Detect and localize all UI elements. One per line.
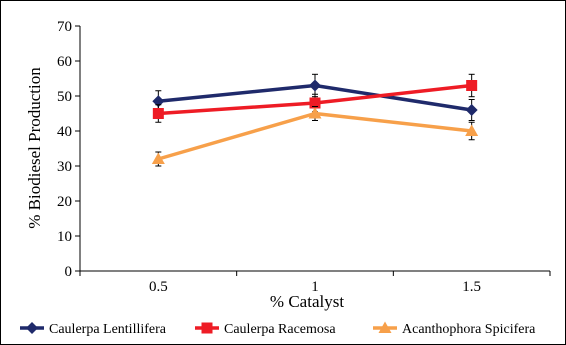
legend-label: Caulerpa Racemosa — [224, 322, 336, 337]
legend: Caulerpa Lentillifera Caulerpa Racemosa Ac… — [20, 321, 536, 337]
y-tick-label: 50 — [57, 89, 72, 105]
y-axis-title: % Biodiesel Production — [25, 67, 44, 229]
y-tick-label: 60 — [57, 54, 72, 70]
x-tick-label: 1.5 — [462, 279, 481, 295]
x-axis-title: % Catalyst — [270, 292, 344, 311]
legend-item: Acanthophora Spicifera — [373, 321, 536, 337]
series-square — [152, 73, 478, 123]
data-point — [466, 80, 478, 91]
x-ticks: 0.5 1 1.5 — [79, 271, 551, 295]
data-point — [309, 79, 321, 92]
legend-swatch-marker — [201, 322, 213, 334]
x-tick-label: 0.5 — [149, 279, 168, 295]
legend-swatch-marker — [378, 321, 392, 333]
y-tick-label: 30 — [57, 159, 72, 175]
legend-swatch-marker — [26, 322, 38, 334]
y-tick-label: 10 — [57, 229, 72, 245]
y-tick-label: 20 — [57, 194, 72, 210]
data-point — [309, 97, 321, 109]
y-ticks: 0 10 20 30 40 50 60 70 — [57, 19, 80, 280]
x-tick-label: 1 — [311, 279, 319, 295]
series-triangle — [151, 106, 479, 167]
y-tick-label: 0 — [65, 264, 73, 280]
legend-label: Acanthophora Spicifera — [402, 322, 536, 337]
data-point — [308, 107, 322, 119]
data-point — [151, 152, 165, 164]
legend-label: Caulerpa Lentillifera — [49, 322, 167, 337]
y-tick-label: 70 — [57, 19, 72, 35]
data-point — [152, 108, 164, 119]
legend-item: Caulerpa Racemosa — [195, 322, 336, 337]
data-point — [465, 104, 478, 116]
y-tick-label: 40 — [57, 124, 72, 140]
legend-item: Caulerpa Lentillifera — [20, 322, 167, 337]
series-group — [151, 73, 479, 167]
data-point — [465, 124, 479, 136]
axes — [79, 26, 550, 272]
